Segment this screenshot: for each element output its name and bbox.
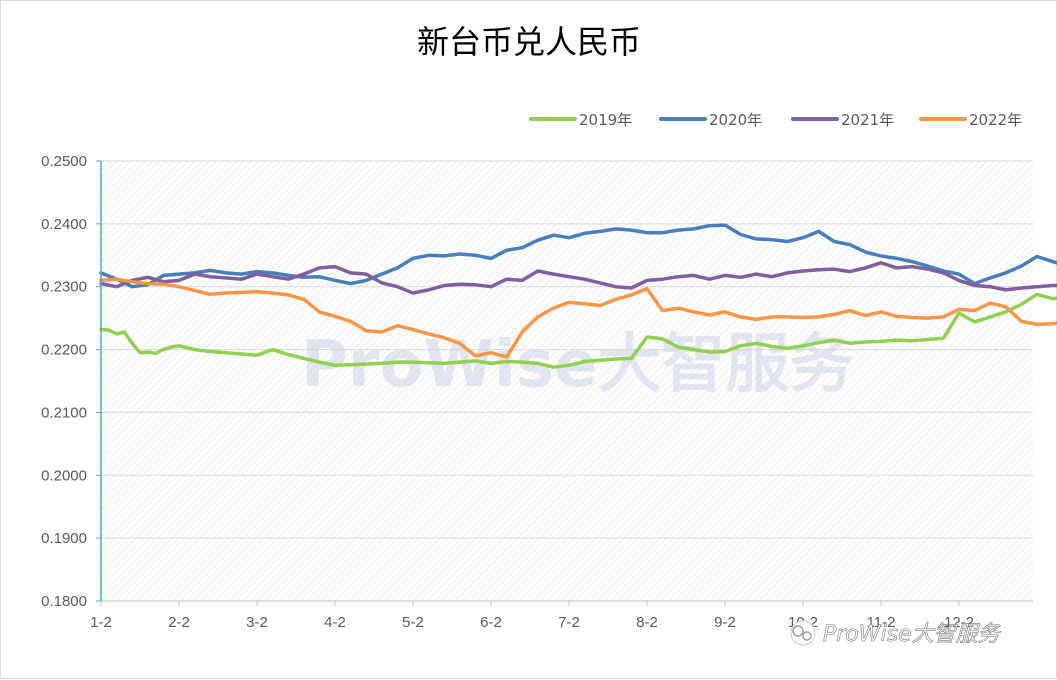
y-tick-label: 0.2200 (41, 342, 87, 359)
y-tick-label: 0.2500 (41, 153, 87, 170)
x-tick-label: 2-2 (168, 614, 190, 631)
x-tick-label: 4-2 (324, 614, 346, 631)
gridlines (101, 160, 1033, 539)
x-tick-label: 8-2 (636, 614, 658, 631)
y-tick-label: 0.2400 (41, 216, 87, 233)
legend-label: 2020年 (709, 111, 762, 129)
x-tick-label: 7-2 (558, 614, 580, 631)
x-tick-label: 5-2 (402, 614, 424, 631)
plot-area (101, 161, 1033, 601)
series-line-2 (99, 261, 1057, 295)
y-tick-label: 0.1800 (41, 593, 87, 610)
x-tick-label: 3-2 (246, 614, 268, 631)
x-tick-label: 9-2 (714, 614, 736, 631)
legend-label: 2022年 (969, 111, 1022, 129)
series-line-0 (99, 292, 1057, 369)
watermark-corner-text: ProWise大智服务 (823, 622, 1002, 647)
series-line-3 (99, 277, 1057, 359)
wechat-watermark: ProWise大智服务 (790, 620, 1002, 647)
legend: 2019年 2020年 2021年 2022年 (529, 111, 1022, 129)
y-tick-label: 0.2100 (41, 404, 87, 421)
y-tick-label: 0.2300 (41, 279, 87, 296)
chart-title: 新台币兑人民币 (417, 23, 641, 61)
x-tick-label: 1-2 (90, 614, 112, 631)
x-tick-label: 11-2 (867, 614, 896, 631)
y-axis-ticks: 0.2500 0.2400 0.2300 0.2200 0.2100 0.2000 0.19… (41, 153, 101, 610)
y-tick-label: 0.1900 (41, 530, 87, 547)
legend-label: 2019年 (579, 111, 632, 129)
x-tick-label: 12-2 (944, 614, 974, 631)
y-tick-label: 0.2000 (41, 467, 87, 484)
x-tick-label: 6-2 (480, 614, 502, 631)
legend-label: 2021年 (841, 111, 894, 129)
series-line-1 (99, 223, 1057, 289)
series-layer (99, 223, 1057, 369)
